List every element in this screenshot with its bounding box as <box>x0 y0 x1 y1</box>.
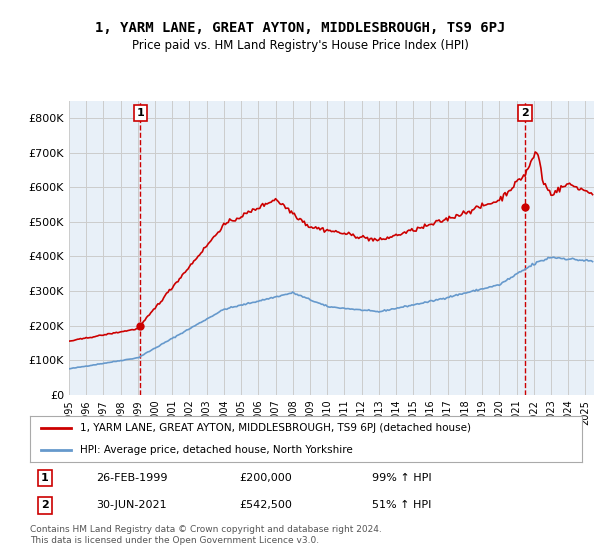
Text: 1: 1 <box>41 473 49 483</box>
Text: 1, YARM LANE, GREAT AYTON, MIDDLESBROUGH, TS9 6PJ: 1, YARM LANE, GREAT AYTON, MIDDLESBROUGH… <box>95 21 505 35</box>
Text: 2: 2 <box>41 501 49 510</box>
Text: 30-JUN-2021: 30-JUN-2021 <box>96 501 167 510</box>
Text: 1: 1 <box>137 108 145 118</box>
Text: £542,500: £542,500 <box>240 501 293 510</box>
Text: £200,000: £200,000 <box>240 473 293 483</box>
Text: Contains HM Land Registry data © Crown copyright and database right 2024.
This d: Contains HM Land Registry data © Crown c… <box>30 525 382 545</box>
Text: HPI: Average price, detached house, North Yorkshire: HPI: Average price, detached house, Nort… <box>80 445 352 455</box>
Text: 1, YARM LANE, GREAT AYTON, MIDDLESBROUGH, TS9 6PJ (detached house): 1, YARM LANE, GREAT AYTON, MIDDLESBROUGH… <box>80 423 470 433</box>
Text: 51% ↑ HPI: 51% ↑ HPI <box>372 501 431 510</box>
Text: 26-FEB-1999: 26-FEB-1999 <box>96 473 168 483</box>
Text: 99% ↑ HPI: 99% ↑ HPI <box>372 473 432 483</box>
Text: Price paid vs. HM Land Registry's House Price Index (HPI): Price paid vs. HM Land Registry's House … <box>131 39 469 52</box>
Text: 2: 2 <box>521 108 529 118</box>
